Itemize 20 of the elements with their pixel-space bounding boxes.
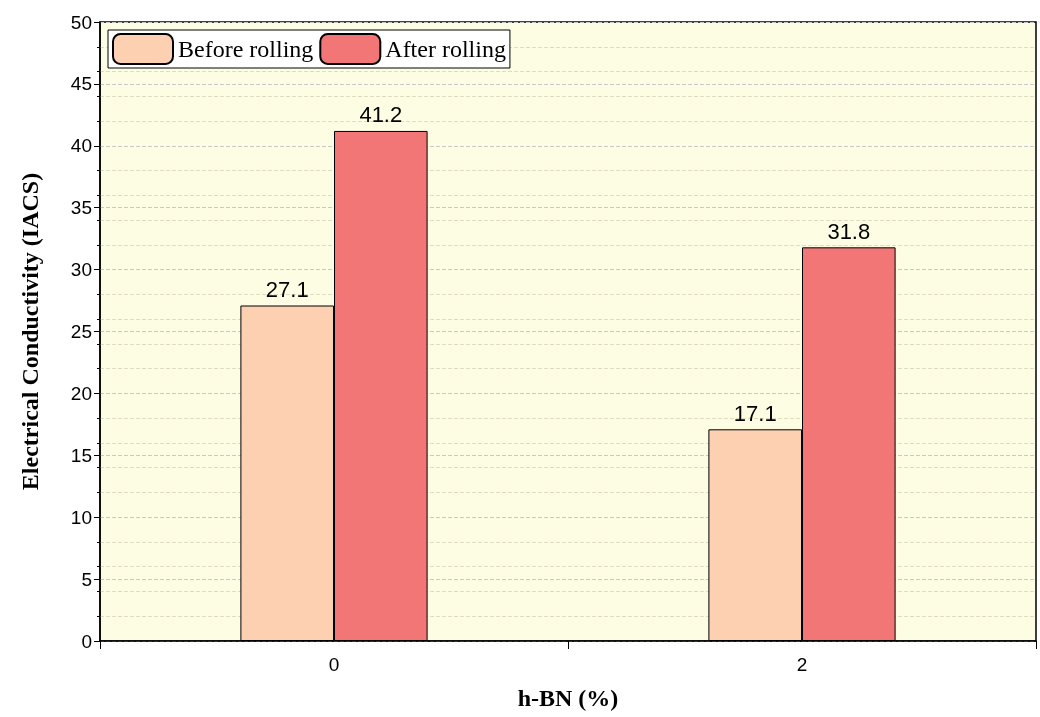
legend-label: After rolling (385, 36, 506, 62)
data-label: 31.8 (827, 218, 871, 244)
y-tick-label: 15 (70, 444, 92, 466)
x-axis-title: h-BN (%) (517, 685, 619, 711)
y-axis-title: Electrical Conductivity (IACS) (17, 172, 43, 491)
y-tick-label: 5 (81, 568, 92, 590)
y-tick-label: 20 (70, 382, 92, 404)
y-tick-label: 50 (70, 11, 92, 33)
y-tick-label: 45 (70, 73, 92, 95)
x-tick-label: 2 (796, 654, 808, 675)
data-label: 41.2 (359, 102, 403, 128)
y-tick-label: 40 (70, 135, 92, 157)
y-tick-label: 0 (81, 630, 92, 652)
y-tick-label: 10 (70, 506, 92, 528)
data-label: 27.1 (265, 277, 309, 302)
y-tick-label: 35 (70, 197, 92, 219)
y-tick-label: 30 (70, 259, 92, 281)
legend-label: Before rolling (178, 36, 314, 62)
data-label: 17.1 (733, 400, 777, 426)
y-tick-label: 25 (70, 321, 92, 342)
